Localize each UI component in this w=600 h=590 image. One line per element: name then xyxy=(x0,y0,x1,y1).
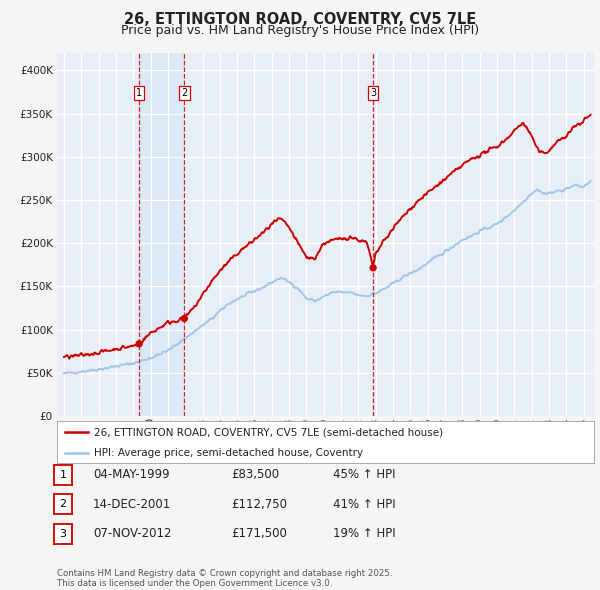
Text: 19% ↑ HPI: 19% ↑ HPI xyxy=(333,527,395,540)
Text: Contains HM Land Registry data © Crown copyright and database right 2025.
This d: Contains HM Land Registry data © Crown c… xyxy=(57,569,392,588)
Text: 26, ETTINGTON ROAD, COVENTRY, CV5 7LE (semi-detached house): 26, ETTINGTON ROAD, COVENTRY, CV5 7LE (s… xyxy=(94,427,443,437)
Text: £83,500: £83,500 xyxy=(231,468,279,481)
Bar xyxy=(139,53,184,416)
Text: HPI: Average price, semi-detached house, Coventry: HPI: Average price, semi-detached house,… xyxy=(94,448,362,458)
Text: £171,500: £171,500 xyxy=(231,527,287,540)
Text: 2: 2 xyxy=(59,500,67,509)
Text: Price paid vs. HM Land Registry's House Price Index (HPI): Price paid vs. HM Land Registry's House … xyxy=(121,24,479,37)
Text: 3: 3 xyxy=(370,88,376,98)
Text: 45% ↑ HPI: 45% ↑ HPI xyxy=(333,468,395,481)
Point xyxy=(134,339,144,349)
Text: 1: 1 xyxy=(59,470,67,480)
Text: 04-MAY-1999: 04-MAY-1999 xyxy=(93,468,170,481)
Text: 41% ↑ HPI: 41% ↑ HPI xyxy=(333,498,395,511)
Text: £112,750: £112,750 xyxy=(231,498,287,511)
Point xyxy=(368,263,378,273)
Text: 1: 1 xyxy=(136,88,142,98)
Text: 14-DEC-2001: 14-DEC-2001 xyxy=(93,498,171,511)
Point xyxy=(179,314,189,323)
Text: 26, ETTINGTON ROAD, COVENTRY, CV5 7LE: 26, ETTINGTON ROAD, COVENTRY, CV5 7LE xyxy=(124,12,476,27)
Text: 3: 3 xyxy=(59,529,67,539)
Text: 2: 2 xyxy=(181,88,187,98)
Text: 07-NOV-2012: 07-NOV-2012 xyxy=(93,527,172,540)
